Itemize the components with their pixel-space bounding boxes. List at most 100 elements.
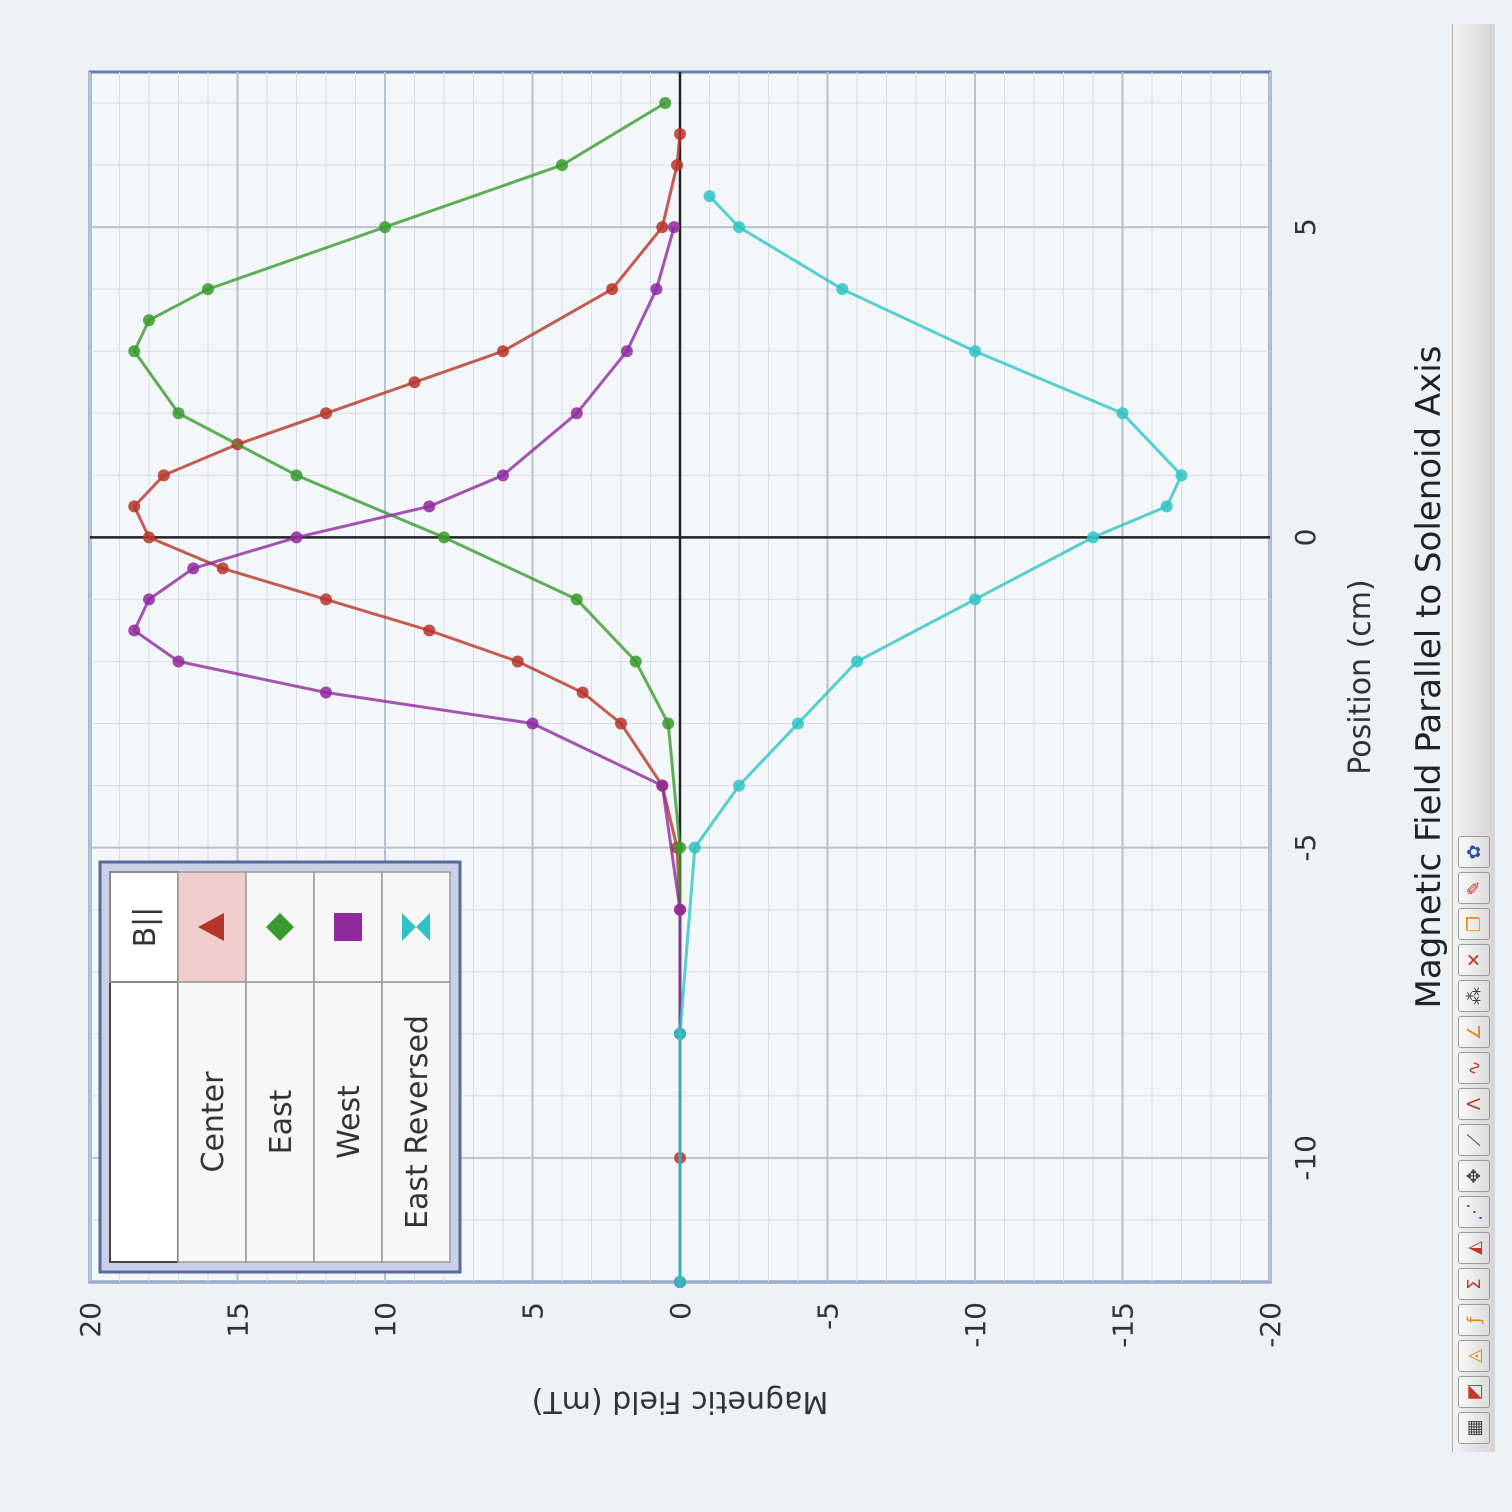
data-point (290, 469, 303, 482)
legend-header-cell (109, 981, 179, 1263)
chart-options-button[interactable]: ◬ (1458, 1340, 1490, 1372)
tangent-button[interactable]: ⟋ (1458, 1124, 1490, 1156)
smooth-button[interactable]: ∿ (1458, 1052, 1490, 1084)
data-point (497, 469, 509, 482)
data-point (290, 531, 303, 544)
data-point (733, 221, 745, 234)
table-button[interactable]: ▦ (1458, 1412, 1490, 1444)
y-tick-label: -20 (1254, 1302, 1287, 1348)
sigma-button[interactable]: Σ (1458, 1268, 1490, 1300)
legend-label: Center (196, 1071, 231, 1173)
data-point (320, 593, 332, 606)
data-point (172, 407, 185, 420)
data-point (606, 283, 619, 296)
data-point (423, 624, 436, 637)
legend-marker-triangle (198, 913, 224, 941)
crosshair-button[interactable]: ✥ (1458, 1160, 1490, 1192)
data-points-button[interactable]: ⋰ (1458, 1196, 1490, 1228)
data-point (656, 779, 669, 792)
data-point (659, 97, 672, 110)
y-tick-label: 0 (664, 1302, 697, 1320)
data-point (668, 221, 681, 234)
legend-header-label: B|| (128, 907, 163, 948)
data-point (656, 221, 669, 234)
data-point (128, 500, 141, 513)
data-point (438, 531, 450, 544)
data-point (792, 717, 804, 730)
data-point (216, 562, 229, 575)
data-point (187, 562, 200, 575)
data-point (143, 593, 155, 606)
x-tick-label: -5 (1289, 834, 1322, 862)
copy-button[interactable]: ❐ (1458, 908, 1490, 940)
data-point (851, 655, 863, 668)
y-tick-label: 15 (222, 1302, 255, 1338)
data-point (662, 717, 675, 730)
data-point (733, 779, 745, 792)
legend-label: West (332, 1085, 367, 1159)
data-point (674, 841, 686, 854)
pin-button[interactable]: ✎ (1458, 872, 1490, 904)
data-point (143, 531, 155, 544)
y-tick-label: -5 (812, 1302, 845, 1330)
legend-marker-square (334, 913, 362, 941)
annotation-button[interactable]: ⁂ (1458, 980, 1490, 1012)
legend: B|| Center East West East Reversed (98, 860, 462, 1274)
data-point (423, 500, 436, 513)
chart-title: Magnetic Field Parallel to Solenoid Axis (1409, 346, 1449, 1009)
settings-button[interactable]: ✿ (1458, 836, 1490, 868)
series-layer (128, 97, 1188, 1288)
data-point (143, 314, 155, 327)
data-point (202, 283, 214, 296)
data-point (674, 903, 686, 916)
y-tick-label: 10 (369, 1302, 402, 1338)
data-point (128, 624, 141, 637)
y-axis-title: Magnetic Field (mT) (532, 1384, 829, 1419)
data-point (576, 686, 589, 699)
data-point (320, 686, 332, 699)
y-tick-label: -10 (959, 1302, 992, 1348)
y-tick-label: -15 (1107, 1302, 1140, 1348)
data-point (570, 593, 583, 606)
scale-button[interactable]: ◭ (1458, 1232, 1490, 1264)
data-point (511, 655, 524, 668)
data-point (128, 345, 141, 358)
y-tick-label: 20 (74, 1302, 107, 1338)
delete-button[interactable]: ✕ (1458, 944, 1490, 976)
peak-button[interactable]: Ʌ (1458, 1088, 1490, 1120)
legend-marker-bowtie (402, 913, 430, 941)
data-point (650, 283, 663, 296)
data-point (969, 593, 981, 606)
integral-button[interactable]: ∠ (1458, 1016, 1490, 1048)
graph-toolbar: ▦ ◩ ◬ ƒ Σ ◭ ⋰ ✥ ⟋ Ʌ ∿ ∠ ⁂ ✕ ❐ ✎ ✿ (1452, 24, 1495, 1452)
data-point (526, 717, 539, 730)
data-point (620, 345, 633, 358)
x-tick-label: -10 (1289, 1135, 1322, 1181)
x-axis-title: Position (cm) (1343, 579, 1378, 774)
labels: -10 -5 0 5 20 15 10 5 0 -5 -10 -15 -20 Position (cm) M… (74, 218, 1449, 1419)
data-point (497, 345, 509, 358)
curve-fit-button[interactable]: ƒ (1458, 1304, 1490, 1336)
data-point (1160, 500, 1173, 513)
data-point (1087, 531, 1099, 544)
x-tick-label: 0 (1289, 528, 1322, 546)
data-point (674, 1276, 686, 1288)
data-point (172, 655, 185, 668)
data-point (570, 407, 583, 420)
data-point (615, 717, 627, 730)
x-tick-label: 5 (1289, 218, 1322, 236)
data-point (379, 221, 391, 234)
data-point (688, 841, 701, 854)
legend-marker-diamond (266, 913, 294, 941)
data-point (629, 655, 642, 668)
graph-button[interactable]: ◩ (1458, 1376, 1490, 1408)
data-point (157, 469, 170, 482)
data-point (1116, 407, 1129, 420)
data-point (674, 128, 686, 141)
legend-label: East Reversed (400, 1015, 435, 1229)
data-point (703, 190, 716, 203)
data-point (320, 407, 332, 420)
